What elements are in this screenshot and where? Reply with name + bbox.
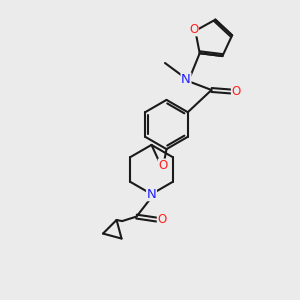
Text: N: N (147, 188, 156, 201)
Text: O: O (158, 159, 167, 172)
Text: N: N (181, 73, 191, 86)
Text: O: O (189, 23, 199, 36)
Text: O: O (158, 213, 166, 226)
Text: O: O (232, 85, 241, 98)
